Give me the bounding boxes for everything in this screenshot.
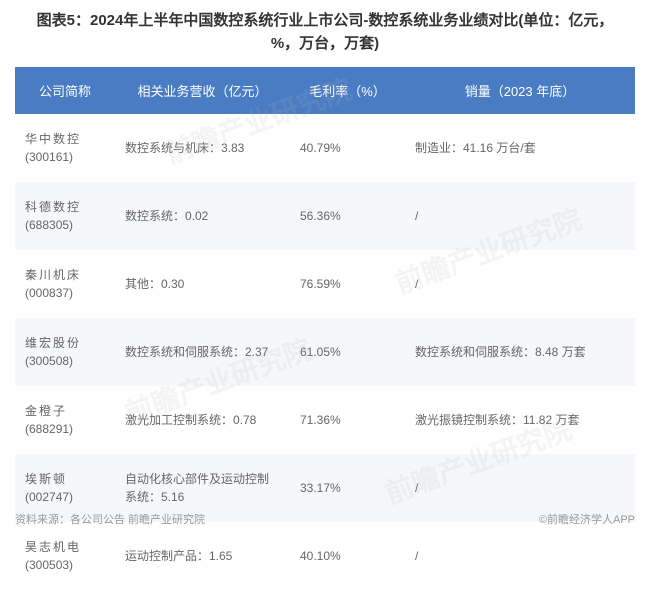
cell-margin: 71.36% xyxy=(290,386,405,454)
cell-revenue: 其他：0.30 xyxy=(115,250,290,318)
cell-company: 金橙子(688291) xyxy=(15,386,115,454)
cell-company: 昊志机电(300503) xyxy=(15,522,115,590)
cell-sales: / xyxy=(405,250,635,318)
cell-sales: / xyxy=(405,182,635,250)
table-row: 秦川机床(000837)其他：0.3076.59%/ xyxy=(15,250,635,318)
table-row: 华中数控(300161)数控系统与机床：3.8340.79%制造业：41.16 … xyxy=(15,114,635,182)
cell-revenue: 数控系统与机床：3.83 xyxy=(115,114,290,182)
cell-margin: 61.05% xyxy=(290,318,405,386)
cell-sales: 数控系统和伺服系统：8.48 万套 xyxy=(405,318,635,386)
table-row: 昊志机电(300503)运动控制产品：1.6540.10%/ xyxy=(15,522,635,590)
cell-margin: 40.10% xyxy=(290,522,405,590)
col-company: 公司简称 xyxy=(15,67,115,114)
cell-company: 秦川机床(000837) xyxy=(15,250,115,318)
col-revenue: 相关业务营收（亿元） xyxy=(115,67,290,114)
cell-company: 华中数控(300161) xyxy=(15,114,115,182)
cell-margin: 76.59% xyxy=(290,250,405,318)
cell-sales: 制造业：41.16 万台/套 xyxy=(405,114,635,182)
cell-revenue: 数控系统：0.02 xyxy=(115,182,290,250)
cell-sales: / xyxy=(405,522,635,590)
table-row: 科德数控(688305)数控系统：0.0256.36%/ xyxy=(15,182,635,250)
cell-revenue: 数控系统和伺服系统：2.37 xyxy=(115,318,290,386)
cell-company: 科德数控(688305) xyxy=(15,182,115,250)
cell-company: 维宏股份(300508) xyxy=(15,318,115,386)
table-row: 维宏股份(300508)数控系统和伺服系统：2.3761.05%数控系统和伺服系… xyxy=(15,318,635,386)
col-sales: 销量（2023 年底） xyxy=(405,67,635,114)
cell-revenue: 运动控制产品：1.65 xyxy=(115,522,290,590)
cell-margin: 56.36% xyxy=(290,182,405,250)
copyright-label: ©前瞻经济学人APP xyxy=(539,511,635,527)
cell-margin: 33.17% xyxy=(290,454,405,522)
col-margin: 毛利率（%） xyxy=(290,67,405,114)
data-source: 资料来源：各公司公告 前瞻产业研究院 xyxy=(15,511,205,527)
table-header-row: 公司简称 相关业务营收（亿元） 毛利率（%） 销量（2023 年底） xyxy=(15,67,635,114)
chart-title: 图表5：2024年上半年中国数控系统行业上市公司-数控系统业务业绩对比(单位：亿… xyxy=(0,0,650,67)
table-row: 金橙子(688291)激光加工控制系统：0.7871.36%激光振镜控制系统：1… xyxy=(15,386,635,454)
cell-revenue: 激光加工控制系统：0.78 xyxy=(115,386,290,454)
cell-margin: 40.79% xyxy=(290,114,405,182)
cell-sales: 激光振镜控制系统：11.82 万套 xyxy=(405,386,635,454)
